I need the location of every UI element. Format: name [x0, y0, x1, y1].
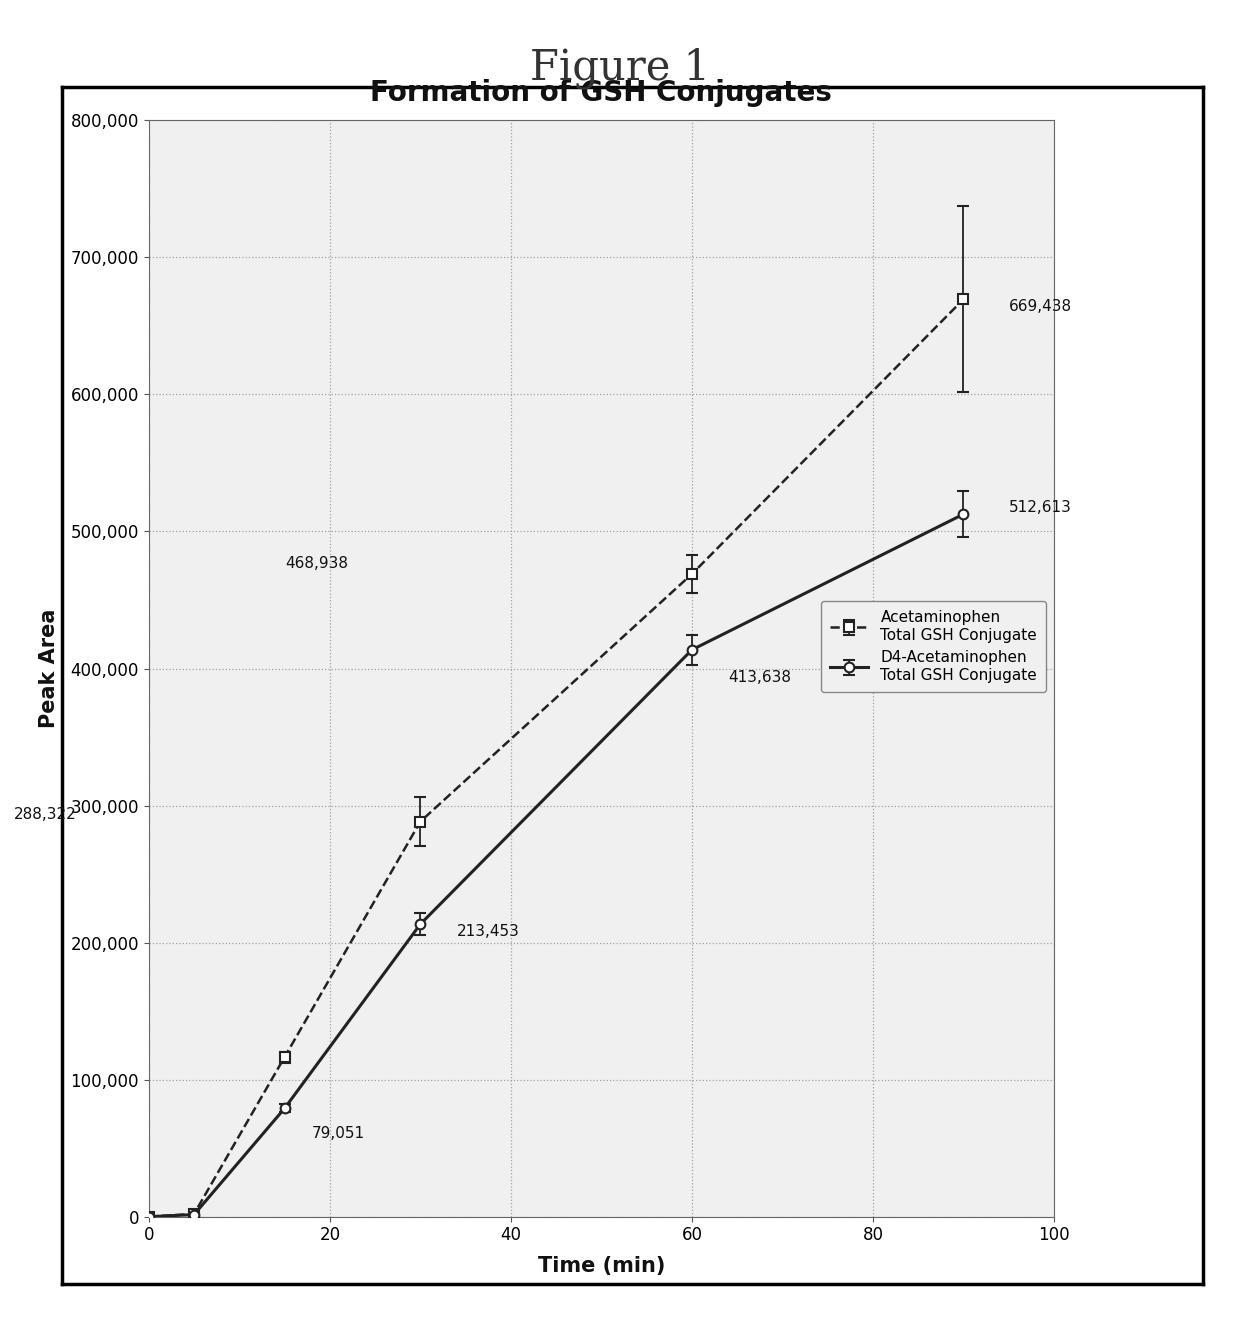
Text: 213,453: 213,453: [456, 924, 520, 939]
Text: 288,322: 288,322: [14, 808, 77, 822]
Y-axis label: Peak Area: Peak Area: [40, 608, 60, 729]
Text: 669,438: 669,438: [1009, 298, 1071, 314]
Text: 512,613: 512,613: [1009, 500, 1071, 515]
Text: 468,938: 468,938: [285, 556, 348, 571]
Legend: Acetaminophen
Total GSH Conjugate, D4-Acetaminophen
Total GSH Conjugate: Acetaminophen Total GSH Conjugate, D4-Ac…: [821, 602, 1047, 693]
Text: 79,051: 79,051: [311, 1126, 365, 1140]
X-axis label: Time (min): Time (min): [538, 1255, 665, 1275]
Title: Formation of GSH Conjugates: Formation of GSH Conjugates: [371, 79, 832, 107]
Text: Figure 1: Figure 1: [529, 47, 711, 88]
Text: 413,638: 413,638: [728, 670, 791, 685]
